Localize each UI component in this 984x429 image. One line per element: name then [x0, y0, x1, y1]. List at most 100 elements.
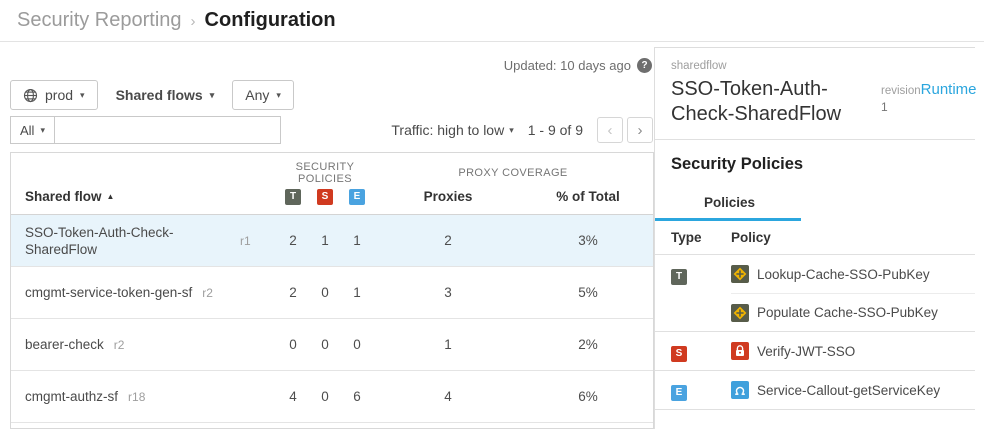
detail-panel: sharedflow SSO-Token-Auth-Check-SharedFl… [654, 47, 977, 429]
updated-status: Updated: 10 days ago ? [10, 56, 652, 74]
all-scope-dropdown[interactable]: All ▾ [11, 117, 55, 143]
policy-group: T Lookup-Cache-SSO-PubKey Populate Cache… [655, 255, 975, 332]
breadcrumb: Security Reporting › Configuration [0, 0, 984, 42]
pagination-range: 1 - 9 of 9 [527, 122, 583, 138]
entity-type-dropdown[interactable]: Shared flows ▾ [113, 80, 217, 110]
breadcrumb-separator-icon: › [190, 13, 196, 30]
security-policy-badge: S [671, 345, 687, 362]
revision-info: revision Runtime 1 [881, 60, 977, 127]
pager: ‹ › [597, 117, 653, 143]
security-policies-group-header: SECURITY POLICIES [295, 161, 355, 185]
proxy-coverage-group-header: PROXY COVERAGE [458, 167, 568, 179]
pct-total: 3% [578, 233, 598, 248]
policy-name: Service-Callout-getServiceKey [757, 382, 941, 398]
flow-revision: r2 [202, 285, 213, 300]
traffic-sort-label: Traffic: high to low [391, 122, 505, 138]
extension-policy-badge: E [349, 188, 365, 205]
s-count: 0 [321, 285, 329, 300]
s-count: 0 [321, 389, 329, 404]
chevron-down-icon: ▾ [80, 89, 85, 100]
service-callout-policy-icon [731, 381, 749, 399]
section-title: Security Policies [671, 155, 804, 173]
environment-label: prod [45, 87, 74, 103]
chevron-down-icon: ▾ [509, 124, 514, 135]
report-section: Updated: 10 days ago ? prod ▾ Shared flo… [0, 42, 654, 429]
e-count: 0 [353, 337, 361, 352]
policy-name: Verify-JWT-SSO [757, 343, 856, 359]
previous-page-button[interactable]: ‹ [597, 117, 623, 143]
chevron-down-icon: ▾ [209, 89, 215, 100]
sort-ascending-icon: ▲ [106, 192, 115, 201]
e-count: 1 [353, 285, 361, 300]
e-count: 1 [353, 233, 361, 248]
t-count: 2 [289, 233, 297, 248]
traffic-sort-dropdown[interactable]: Traffic: high to low ▾ [391, 122, 513, 138]
flow-revision: r1 [240, 233, 251, 248]
filter-bar: prod ▾ Shared flows ▾ Any ▾ [10, 80, 654, 110]
next-page-button[interactable]: › [627, 117, 653, 143]
all-scope-label: All [20, 122, 35, 138]
lock-policy-icon [731, 342, 749, 360]
traffic-policy-badge: T [671, 268, 687, 285]
table-row[interactable]: cmgmt-service-token-gen-sf r2 2 0 1 3 5% [11, 267, 653, 319]
flow-search-control: All ▾ [10, 116, 281, 144]
pct-total-column-header: % of Total [556, 189, 620, 204]
sort-pagination-tools: Traffic: high to low ▾ 1 - 9 of 9 ‹ › [391, 117, 653, 143]
type-column-header: Type [671, 230, 702, 245]
security-policy-badge: S [317, 188, 333, 205]
s-count: 1 [321, 233, 329, 248]
chevron-down-icon: ▾ [40, 124, 45, 135]
policy-row[interactable]: Populate Cache-SSO-PubKey [731, 293, 975, 331]
flow-name: SSO-Token-Auth-Check-SharedFlow [25, 224, 174, 257]
policy-row[interactable]: Lookup-Cache-SSO-PubKey [731, 255, 975, 293]
proxies-column-header: Proxies [423, 189, 473, 204]
s-count: 0 [321, 337, 329, 352]
detail-tabs: Policies [655, 194, 975, 221]
policy-group: E Service-Callout-getServiceKey [655, 371, 975, 410]
flow-name: bearer-check [25, 337, 104, 352]
proxies-count: 4 [444, 389, 452, 404]
t-count: 0 [289, 337, 297, 352]
table-row[interactable]: bearer-check r2 0 0 0 1 2% [11, 319, 653, 371]
cache-policy-icon [731, 303, 749, 322]
environment-dropdown[interactable]: prod ▾ [10, 80, 98, 110]
main-content: Updated: 10 days ago ? prod ▾ Shared flo… [0, 42, 984, 429]
cache-policy-icon [731, 265, 749, 283]
flow-search-input[interactable] [54, 117, 280, 143]
policy-row[interactable]: Service-Callout-getServiceKey [731, 371, 975, 409]
table-row[interactable]: SSO-Token-Auth-Check-SharedFlow r1 2 1 1… [11, 215, 653, 267]
proxies-count: 1 [444, 337, 452, 352]
policy-row[interactable]: Verify-JWT-SSO [731, 332, 975, 370]
traffic-policy-badge: T [285, 188, 301, 205]
any-filter-dropdown[interactable]: Any ▾ [232, 80, 294, 110]
revision-value: 1 [881, 100, 888, 114]
pct-total: 6% [578, 389, 598, 404]
extension-policy-badge: E [671, 384, 687, 401]
shared-flow-table: SECURITY POLICIES PROXY COVERAGE Shared … [10, 152, 654, 429]
proxies-count: 3 [444, 285, 452, 300]
table-row[interactable]: cmgmt-authz-sf r18 4 0 6 4 6% [11, 371, 653, 423]
flow-name: cmgmt-service-token-gen-sf [25, 285, 193, 300]
help-icon[interactable]: ? [637, 57, 652, 73]
page-title: Configuration [204, 9, 336, 31]
table-header-row: Shared flow ▲ T S E Proxies % of Total [11, 179, 653, 215]
table-group-header-row: SECURITY POLICIES PROXY COVERAGE [11, 153, 653, 185]
policy-name: Populate Cache-SSO-PubKey [757, 305, 938, 320]
policy-group: S Verify-JWT-SSO [655, 332, 975, 371]
tab-policies[interactable]: Policies [704, 195, 756, 210]
pct-total: 5% [578, 285, 598, 300]
breadcrumb-parent[interactable]: Security Reporting [17, 9, 182, 31]
flow-revision: r18 [128, 389, 146, 404]
runtime-link[interactable]: Runtime [920, 81, 977, 98]
pct-total: 2% [578, 337, 598, 352]
shared-flow-column-header[interactable]: Shared flow ▲ [25, 189, 115, 204]
revision-label: revision [881, 85, 921, 97]
policy-table-header: Type Policy [655, 221, 975, 255]
policy-name: Lookup-Cache-SSO-PubKey [757, 266, 930, 282]
policy-column-header: Policy [731, 230, 771, 245]
e-count: 6 [353, 389, 361, 404]
chevron-down-icon: ▾ [276, 89, 281, 100]
entity-type-label: Shared flows [115, 87, 203, 103]
t-count: 2 [289, 285, 297, 300]
entity-type-label: sharedflow [671, 60, 727, 72]
